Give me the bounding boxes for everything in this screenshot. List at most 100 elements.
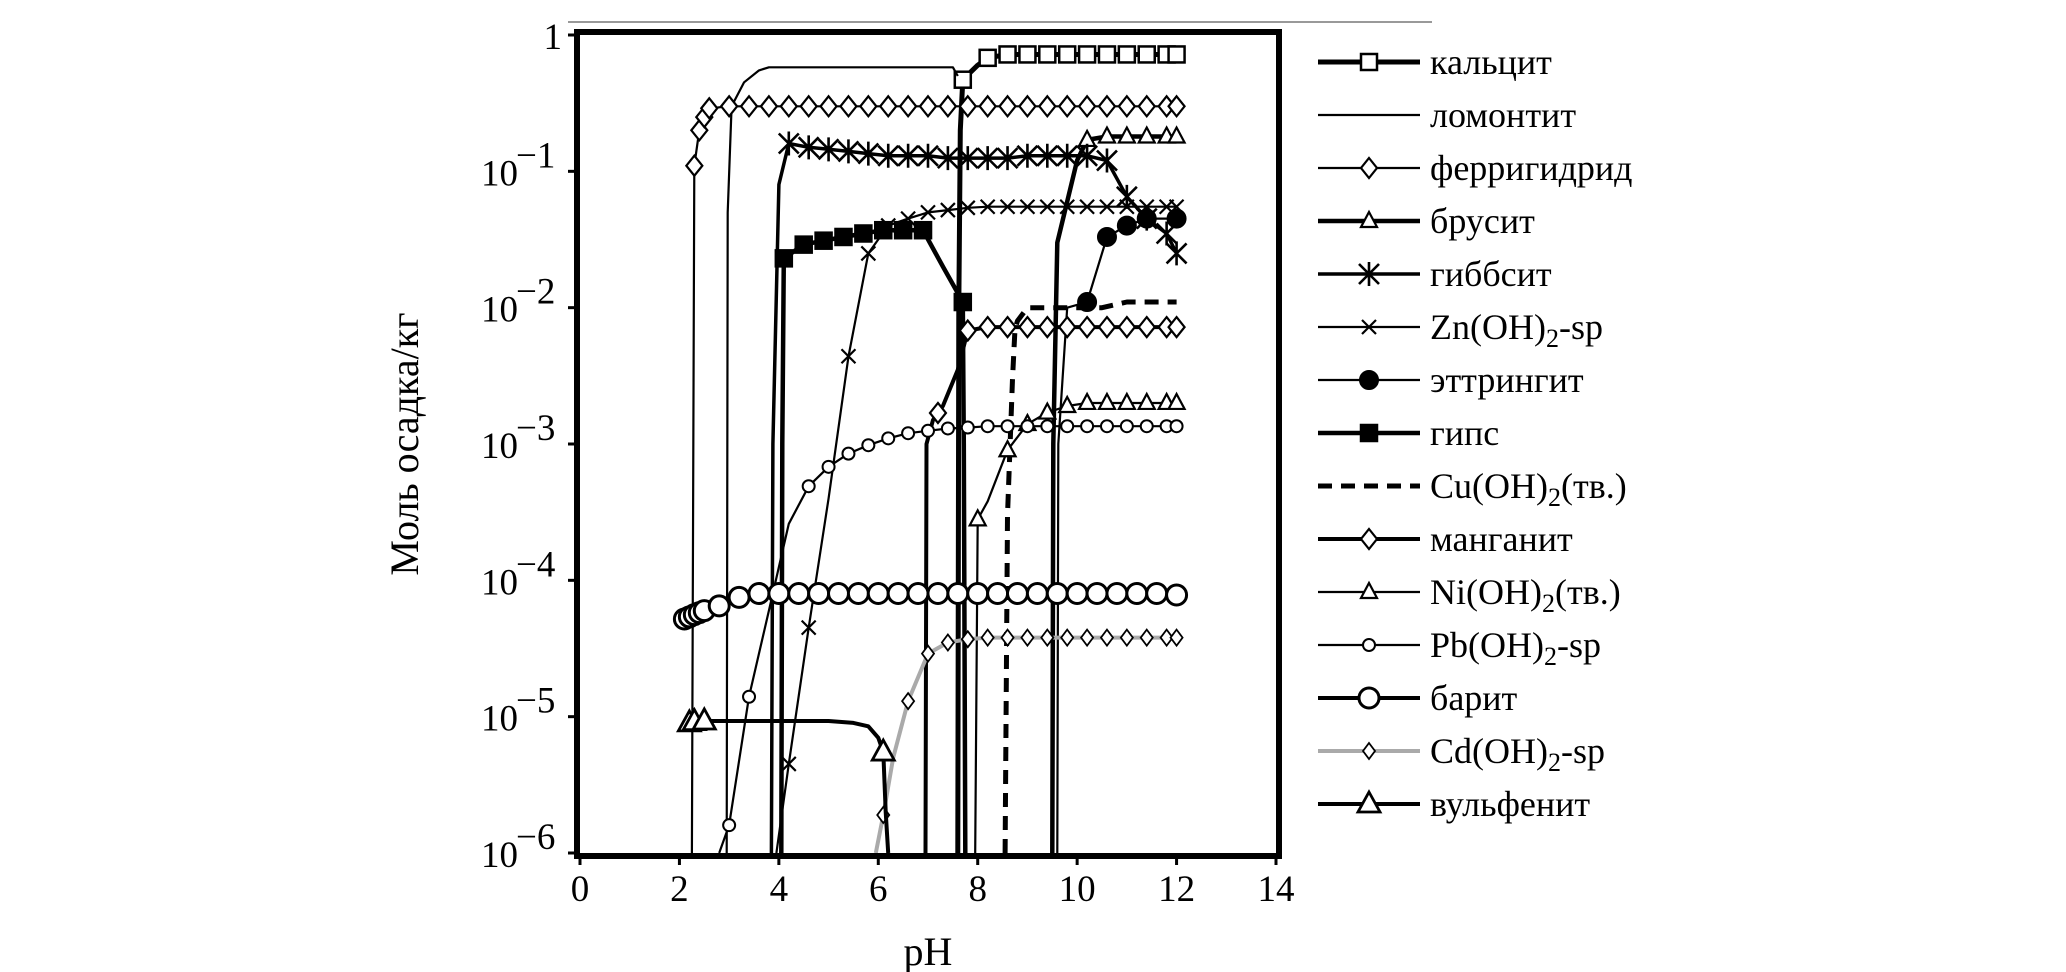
data-point-0-3 [1018, 45, 1037, 64]
series-14 [676, 706, 897, 853]
data-point-11-15 [1060, 419, 1075, 434]
data-point-6-2 [1116, 215, 1137, 236]
data-point-13-12 [1119, 628, 1134, 648]
data-point-5-3 [860, 245, 877, 262]
data-point-2-8 [799, 94, 819, 119]
data-point-13-6 [1000, 628, 1015, 648]
data-point-7-0 [774, 249, 794, 268]
legend-marker-3 [1359, 209, 1379, 229]
data-point-12-22 [1045, 582, 1069, 606]
data-point-10-0 [967, 508, 988, 527]
data-point-4-7 [917, 143, 939, 168]
x-axis-ticks: 0 2 4 6 8 10 12 14 [571, 853, 1295, 910]
data-point-9-8 [1097, 315, 1117, 339]
data-point-9-10 [1137, 315, 1157, 339]
data-point-0-9 [1137, 45, 1156, 64]
series-10 [967, 391, 1187, 853]
legend-label-11: Pb(OH)2-sp [1430, 625, 1601, 671]
legend-marker-10 [1359, 580, 1379, 600]
data-point-13-14 [1159, 628, 1174, 648]
data-point-13-8 [1040, 628, 1055, 648]
data-point-7-8 [953, 292, 973, 312]
series-8 [1002, 299, 1177, 853]
legend-item-3: брусит [1318, 201, 1535, 241]
data-point-11-5 [861, 438, 876, 453]
legend-item-4: гиббсит [1318, 254, 1552, 294]
data-point-12-18 [966, 582, 990, 606]
data-point-9-6 [1057, 315, 1077, 339]
data-point-11-8 [921, 423, 935, 438]
data-point-11-14 [1040, 419, 1055, 434]
series-line-4 [769, 141, 1179, 853]
data-point-4-1 [797, 135, 820, 160]
series-13 [873, 628, 1184, 853]
data-point-6-4 [1166, 208, 1187, 229]
data-point-5-8 [959, 200, 976, 216]
y-axis-title: Моль осадка/кг [382, 312, 427, 575]
y-axis-ticks: 110−110−210−310−410−510−6 [481, 17, 580, 876]
data-point-5-9 [979, 198, 996, 215]
data-point-5-15 [1099, 198, 1115, 215]
legend-marker-0 [1359, 52, 1379, 72]
data-point-13-10 [1079, 628, 1095, 648]
data-point-13-5 [980, 628, 995, 648]
legend-marker-7 [1359, 423, 1379, 443]
data-point-11-13 [1020, 419, 1035, 434]
data-point-4-17 [1115, 184, 1138, 209]
data-point-2-6 [759, 94, 779, 119]
data-point-2-20 [1037, 94, 1057, 119]
data-point-2-14 [918, 94, 938, 119]
legend-label-9: манганит [1430, 519, 1573, 559]
data-point-7-2 [814, 231, 833, 250]
series-line-6 [1056, 217, 1177, 853]
data-point-5-1 [800, 619, 817, 636]
legend-label-12: барит [1430, 678, 1518, 718]
series-12 [672, 582, 1189, 631]
legend-label-13: Cd(OH)2-sp [1430, 731, 1605, 777]
x-tick-label-1: 2 [670, 869, 689, 910]
series-line-3 [1050, 134, 1177, 853]
legend-label-4: гиббсит [1430, 254, 1552, 294]
data-point-13-9 [1060, 628, 1075, 648]
data-point-12-26 [1125, 582, 1149, 606]
data-point-5-7 [940, 202, 956, 218]
data-point-9-5 [1037, 315, 1057, 339]
data-point-13-15 [1169, 628, 1184, 648]
y-tick-exponent-2: −2 [516, 272, 555, 313]
data-point-0-8 [1117, 45, 1137, 64]
data-point-2-24 [1117, 94, 1137, 119]
data-point-7-1 [794, 235, 813, 254]
data-point-2-19 [1018, 94, 1037, 119]
data-point-10-8 [1136, 391, 1157, 411]
legend-label-1: ломонтит [1430, 95, 1576, 135]
series-2 [684, 94, 1186, 853]
data-point-4-10 [976, 146, 999, 171]
y-tick-label-1: 10 [481, 153, 518, 194]
y-tick-label-0: 1 [544, 17, 563, 58]
legend-item-8: Cu(OH)2(тв.) [1318, 466, 1627, 512]
data-point-9-12 [1167, 315, 1186, 339]
data-point-6-1 [1096, 226, 1117, 247]
data-point-2-0 [684, 153, 704, 178]
data-point-11-7 [901, 426, 916, 441]
data-point-9-7 [1077, 315, 1097, 339]
data-point-12-28 [1165, 583, 1189, 607]
data-point-5-10 [999, 198, 1016, 215]
data-point-12-9 [787, 582, 811, 606]
legend-label-14: вульфенит [1430, 784, 1590, 824]
series-11 [718, 419, 1184, 853]
legend-item-1: ломонтит [1318, 95, 1576, 135]
data-point-4-2 [817, 137, 840, 162]
data-point-4-11 [996, 146, 1019, 171]
legend-marker-11 [1362, 638, 1376, 652]
data-point-12-16 [926, 582, 950, 606]
data-point-10-5 [1077, 391, 1097, 411]
data-point-12-20 [1005, 582, 1029, 606]
data-point-12-6 [727, 585, 751, 609]
legend-label-6: эттрингит [1430, 360, 1584, 400]
legend-label-2: ферригидрид [1430, 148, 1633, 188]
data-point-5-13 [1059, 198, 1075, 215]
series-line-10 [974, 401, 1177, 853]
legend-item-6: эттрингит [1318, 360, 1584, 400]
